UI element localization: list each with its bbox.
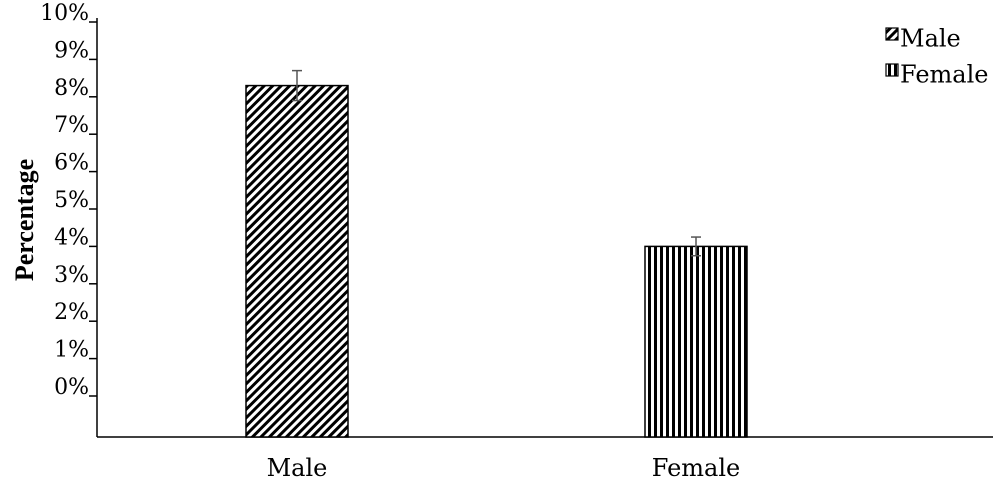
bar-female [644, 245, 748, 438]
y-tick-label: 8% [54, 76, 89, 101]
legend-label-male: Male [900, 25, 961, 53]
y-tick-label: 10% [40, 1, 89, 26]
bar-male [245, 84, 349, 438]
y-tick-label: 7% [54, 113, 89, 138]
y-tick-label: 1% [54, 338, 89, 363]
legend-swatch-male [885, 27, 899, 41]
legend-swatch-female [885, 63, 899, 77]
legend-label-female: Female [900, 61, 989, 89]
y-tick-label: 6% [54, 151, 89, 176]
legend: Male Female [885, 25, 989, 89]
y-tick-label: 5% [54, 188, 89, 213]
x-tick-label-male: Male [267, 454, 328, 482]
y-axis-title: Percentage [10, 159, 39, 281]
y-tick-label: 4% [54, 225, 89, 250]
y-axis: 0% 1% 2% 3% 4% 5% 6% 7% 8% 9% 10% [40, 1, 98, 437]
bars [245, 84, 748, 438]
y-tick-label: 0% [54, 375, 89, 400]
error-bars [292, 69, 701, 257]
y-tick-label: 9% [54, 38, 89, 63]
y-tick-label: 2% [54, 300, 89, 325]
y-tick-label: 3% [54, 263, 89, 288]
x-tick-label-female: Female [652, 454, 741, 482]
category-labels: Male Female [267, 454, 741, 482]
